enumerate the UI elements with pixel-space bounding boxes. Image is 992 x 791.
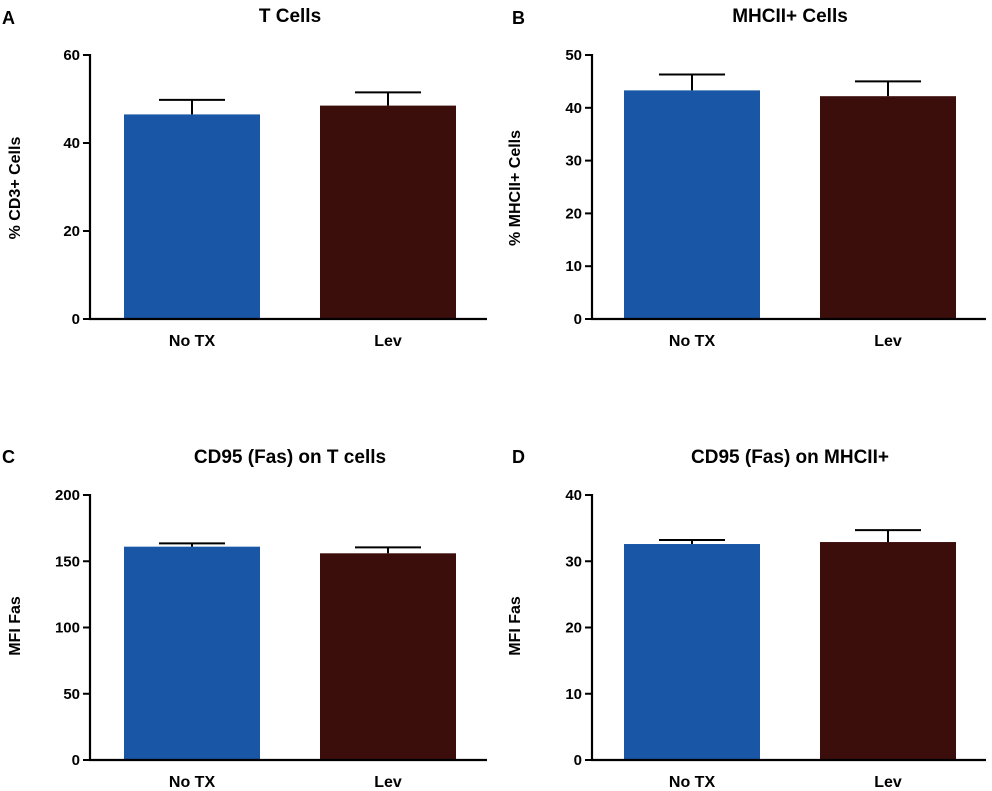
- bar: [124, 114, 260, 320]
- x-tick-label: No TX: [669, 774, 716, 791]
- y-tick-label: 0: [72, 311, 80, 328]
- y-tick-label: 40: [565, 487, 582, 504]
- bar: [124, 546, 260, 760]
- chart-title: CD95 (Fas) on MHCII+: [691, 447, 889, 468]
- x-tick-label: Lev: [374, 333, 402, 350]
- bar: [320, 553, 456, 760]
- y-tick-label: 10: [565, 258, 582, 275]
- chart-title: MHCII+ Cells: [732, 6, 848, 27]
- y-axis-label: MFI Fas: [507, 596, 524, 656]
- x-tick-label: Lev: [874, 774, 902, 791]
- y-axis-label: % MHCII+ Cells: [507, 130, 524, 246]
- y-tick-label: 30: [565, 553, 582, 570]
- panel-d: D CD95 (Fas) on MHCII+ MFI Fas No TX Lev 0…: [507, 447, 986, 791]
- y-tick-label: 0: [574, 752, 582, 769]
- panel-a: A T Cells % CD3+ Cells No TX Lev 0 20 40 60: [2, 6, 487, 350]
- y-tick-label: 20: [565, 205, 582, 222]
- y-tick-label: 30: [565, 153, 582, 170]
- y-tick-label: 10: [565, 686, 582, 703]
- y-tick-label: 40: [63, 135, 80, 152]
- x-tick-label: No TX: [669, 333, 716, 350]
- x-tick-label: No TX: [169, 333, 216, 350]
- y-tick-label: 200: [55, 487, 80, 504]
- x-tick-label: Lev: [374, 774, 402, 791]
- y-axis-label: % CD3+ Cells: [7, 137, 24, 240]
- x-tick-label: No TX: [169, 774, 216, 791]
- y-tick-label: 0: [574, 311, 582, 328]
- chart-marks: No TX Lev 0 50 100 150 200: [55, 487, 487, 791]
- y-tick-label: 150: [55, 553, 80, 570]
- y-tick-label: 20: [565, 620, 582, 637]
- y-tick-label: 50: [565, 47, 582, 64]
- bar: [624, 544, 760, 760]
- panel-letter: B: [512, 8, 525, 28]
- y-tick-label: 50: [63, 686, 80, 703]
- panel-c: C CD95 (Fas) on T cells MFI Fas No TX Lev…: [2, 447, 487, 791]
- bar: [624, 90, 760, 319]
- panel-b: B MHCII+ Cells % MHCII+ Cells No TX Lev 0 1…: [507, 6, 986, 350]
- panel-letter: D: [512, 447, 525, 467]
- chart-marks: No TX Lev 0 10 20 30 40: [565, 487, 986, 791]
- y-tick-label: 40: [565, 100, 582, 117]
- y-tick-label: 0: [72, 752, 80, 769]
- panel-letter: C: [2, 447, 15, 467]
- x-tick-label: Lev: [874, 333, 902, 350]
- y-tick-label: 60: [63, 47, 80, 64]
- bar: [820, 542, 956, 760]
- y-tick-label: 20: [63, 223, 80, 240]
- bar: [820, 96, 956, 320]
- panel-letter: A: [2, 8, 15, 28]
- bar: [320, 105, 456, 319]
- chart-marks: No TX Lev 0 20 40 60: [63, 47, 487, 350]
- y-tick-label: 100: [55, 620, 80, 637]
- chart-title: CD95 (Fas) on T cells: [194, 447, 386, 468]
- chart-title: T Cells: [259, 6, 321, 27]
- y-axis-label: MFI Fas: [7, 596, 24, 656]
- chart-marks: No TX Lev 0 10 20 30 40 50: [565, 47, 986, 350]
